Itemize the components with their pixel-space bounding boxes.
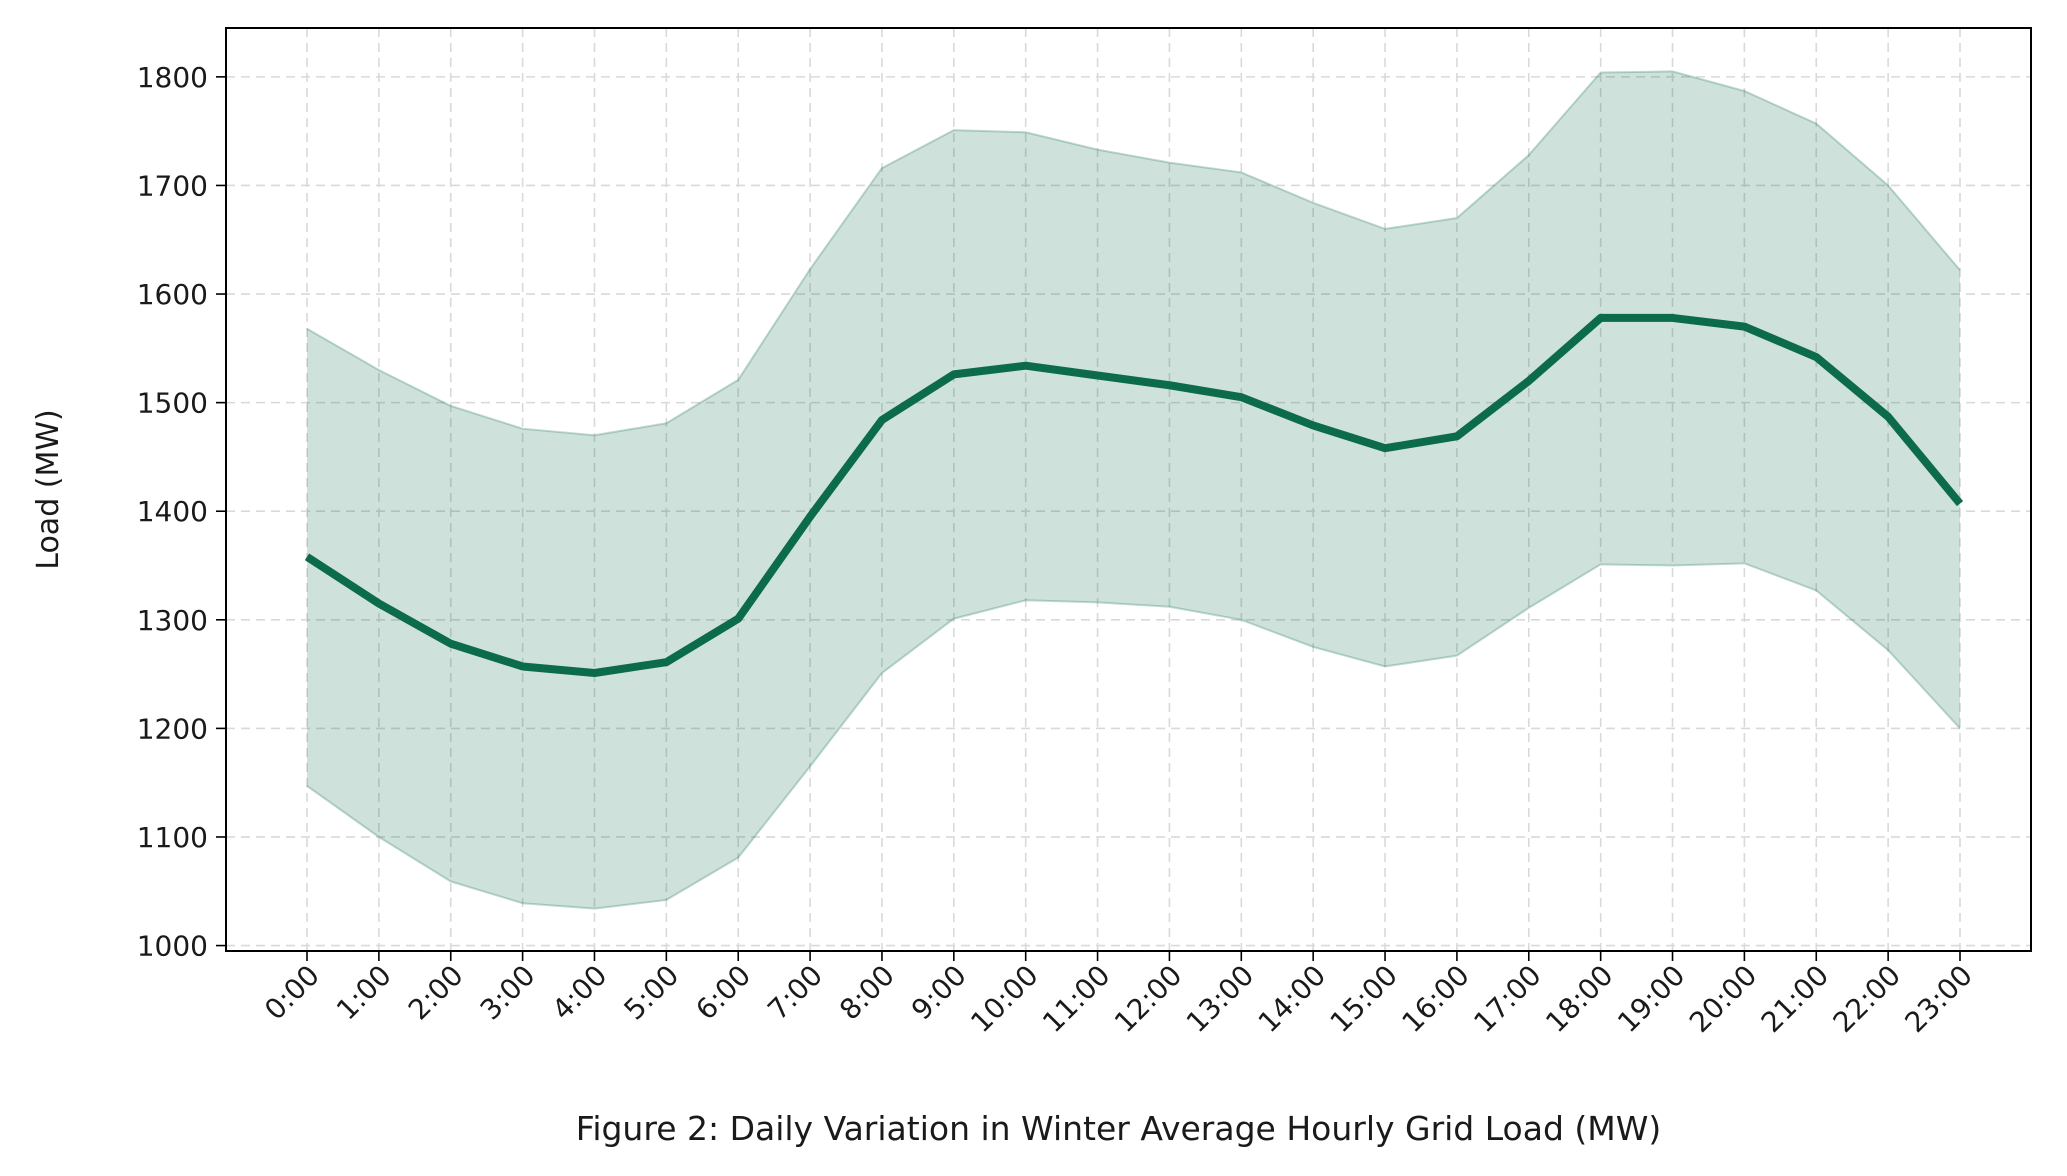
x-tick-label: 17:00 bbox=[1467, 959, 1547, 1039]
band-lower-edge bbox=[306, 562, 1961, 910]
y-tick-label: 1000 bbox=[137, 930, 208, 963]
x-tick-label: 18:00 bbox=[1539, 959, 1619, 1039]
plot-area-frame bbox=[225, 27, 2032, 952]
y-tick-label: 1200 bbox=[137, 712, 208, 745]
x-tick-label: 15:00 bbox=[1324, 959, 1404, 1039]
band-upper-edge bbox=[306, 70, 1961, 437]
y-axis-title: Load (MW) bbox=[31, 409, 66, 569]
average-load-line bbox=[304, 313, 1964, 678]
x-tick-label: 4:00 bbox=[546, 959, 614, 1027]
x-tick-label: 20:00 bbox=[1683, 959, 1763, 1039]
x-tick-label: 5:00 bbox=[617, 959, 685, 1027]
x-tick-label: 10:00 bbox=[964, 959, 1044, 1039]
x-tick-label: 23:00 bbox=[1899, 959, 1979, 1039]
figure-caption: Figure 2: Daily Variation in Winter Aver… bbox=[576, 1109, 1662, 1148]
y-axis-ticks: 1000 1100 1200 1300 1400 1500 1600 1700 1800 bbox=[137, 61, 226, 963]
y-tick-label: 1400 bbox=[137, 495, 208, 528]
x-tick-label: 12:00 bbox=[1108, 959, 1188, 1039]
x-tick-label: 3:00 bbox=[474, 959, 542, 1027]
x-tick-label: 16:00 bbox=[1395, 959, 1475, 1039]
x-tick-label: 0:00 bbox=[258, 959, 326, 1027]
x-tick-label: 21:00 bbox=[1755, 959, 1835, 1039]
x-tick-label: 14:00 bbox=[1252, 959, 1332, 1039]
x-tick-label: 2:00 bbox=[402, 959, 470, 1027]
y-tick-label: 1100 bbox=[137, 821, 208, 854]
x-tick-label: 19:00 bbox=[1611, 959, 1691, 1039]
x-tick-label: 22:00 bbox=[1827, 959, 1907, 1039]
x-tick-label: 8:00 bbox=[833, 959, 901, 1027]
x-tick-label: 13:00 bbox=[1180, 959, 1260, 1039]
y-tick-label: 1600 bbox=[137, 278, 208, 311]
x-tick-label: 6:00 bbox=[689, 959, 757, 1027]
x-tick-label: 1:00 bbox=[330, 959, 398, 1027]
x-tick-label: 9:00 bbox=[905, 959, 973, 1027]
grid-lines bbox=[226, 28, 2031, 951]
y-tick-label: 1700 bbox=[137, 169, 208, 202]
y-tick-label: 1800 bbox=[137, 61, 208, 94]
x-axis-ticks: 0:00 1:00 2:00 3:00 4:00 5:00 6:00 7:00 8:00 9:00… bbox=[258, 951, 1979, 1039]
load-range-band bbox=[307, 71, 1960, 909]
y-tick-label: 1500 bbox=[137, 387, 208, 420]
x-tick-label: 11:00 bbox=[1036, 959, 1116, 1039]
y-tick-label: 1300 bbox=[137, 604, 208, 637]
x-tick-label: 7:00 bbox=[761, 959, 829, 1027]
